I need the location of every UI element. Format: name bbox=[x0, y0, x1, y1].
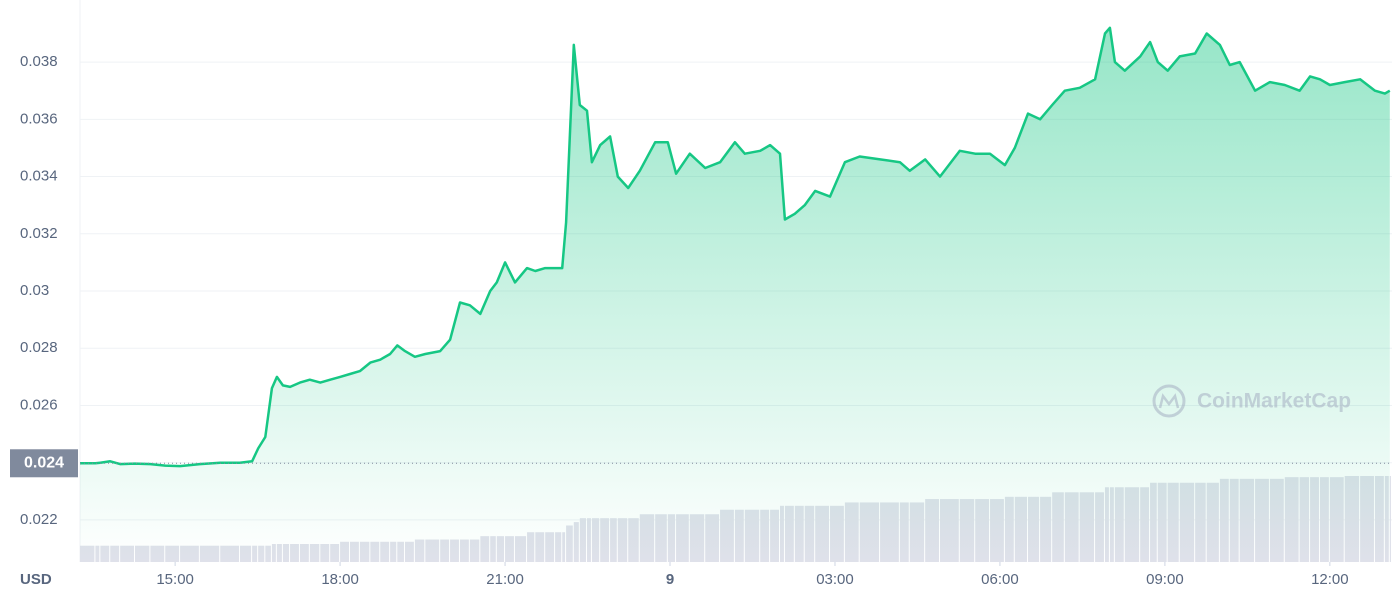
price-line bbox=[80, 26, 1391, 468]
y-tick-label: 0.022 bbox=[20, 511, 58, 528]
x-tick-label: 15:00 bbox=[156, 571, 194, 588]
price-label-box bbox=[10, 449, 78, 478]
y-tick-label: 0.032 bbox=[20, 225, 58, 242]
x-tick-label: 06:00 bbox=[981, 571, 1019, 588]
y-tick-label: 0.028 bbox=[20, 339, 58, 356]
volume-bar bbox=[1389, 476, 1391, 562]
y-tick-label: 0.034 bbox=[20, 168, 58, 185]
plot bbox=[80, 26, 1392, 563]
y-tick-label: 0.038 bbox=[20, 53, 58, 70]
x-tick-label: 18:00 bbox=[321, 571, 359, 588]
price-area bbox=[80, 27, 1390, 563]
y-tick-label: 0.036 bbox=[20, 110, 58, 127]
x-tick-label: 9 bbox=[666, 571, 674, 588]
x-tick-label: 12:00 bbox=[1311, 571, 1349, 588]
watermark: CoinMarketCap bbox=[1152, 384, 1351, 418]
price-label: 0.024 bbox=[24, 454, 64, 471]
watermark-text: CoinMarketCap bbox=[1197, 390, 1351, 413]
x-tick-label: 03:00 bbox=[816, 571, 854, 588]
x-axis-label: USD bbox=[20, 571, 52, 588]
x-tick-label: 21:00 bbox=[486, 571, 524, 588]
y-tick-label: 0.026 bbox=[20, 396, 58, 413]
y-tick-label: 0.03 bbox=[20, 282, 49, 299]
labels: 0.022 0.024 0.026 0.028 0.03 0.032 0.034 0.036 0… bbox=[10, 53, 1349, 588]
x-tick-label: 09:00 bbox=[1146, 571, 1184, 588]
